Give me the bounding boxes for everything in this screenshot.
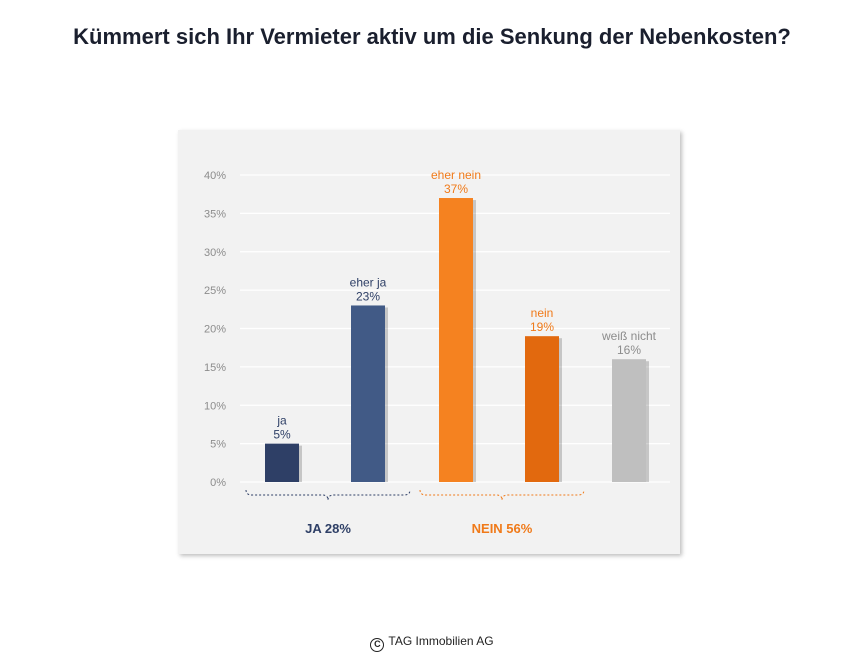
bar-category-label: weiß nicht <box>601 329 657 343</box>
group-brace <box>419 489 585 501</box>
bar-category-label: ja <box>276 414 287 428</box>
group-brace <box>245 489 411 501</box>
bar <box>612 359 646 482</box>
y-tick-label: 30% <box>204 247 226 259</box>
bar-value-label: 37% <box>444 182 468 196</box>
bar-category-label: nein <box>531 306 554 320</box>
y-tick-label: 10% <box>204 400 226 412</box>
copyright-icon: C <box>370 638 385 652</box>
bar-value-label: 19% <box>530 320 554 334</box>
bar <box>351 305 385 482</box>
y-tick-label: 15% <box>204 362 226 374</box>
y-tick-label: 35% <box>204 208 226 220</box>
footer-text: TAG Immobilien AG <box>388 634 494 648</box>
bar-value-label: 23% <box>356 289 380 303</box>
y-tick-label: 25% <box>204 285 226 297</box>
bar-value-label: 16% <box>617 343 641 357</box>
bar <box>439 198 473 482</box>
page-title: Kümmert sich Ihr Vermieter aktiv um die … <box>73 24 791 49</box>
bar-value-label: 5% <box>273 428 291 442</box>
bar <box>265 443 299 482</box>
bar-chart: 0%5%10%15%20%25%30%35%40%ja5%eher ja23%e… <box>204 168 670 536</box>
y-tick-label: 0% <box>210 477 226 489</box>
group-label: NEIN 56% <box>472 521 533 536</box>
group-label: JA 28% <box>305 521 351 536</box>
y-tick-label: 5% <box>210 439 226 451</box>
y-tick-label: 20% <box>204 324 226 336</box>
chart-panel: 0% 5% 10% 15% 20% 25% 30% 35% 40% ja 5% eher ja 23% e… <box>178 130 680 554</box>
footer: C TAG Immobilien AG <box>0 634 864 652</box>
bar-category-label: eher nein <box>431 168 481 182</box>
bar <box>525 336 559 482</box>
y-tick-label: 40% <box>204 170 226 182</box>
bar-category-label: eher ja <box>350 275 387 289</box>
